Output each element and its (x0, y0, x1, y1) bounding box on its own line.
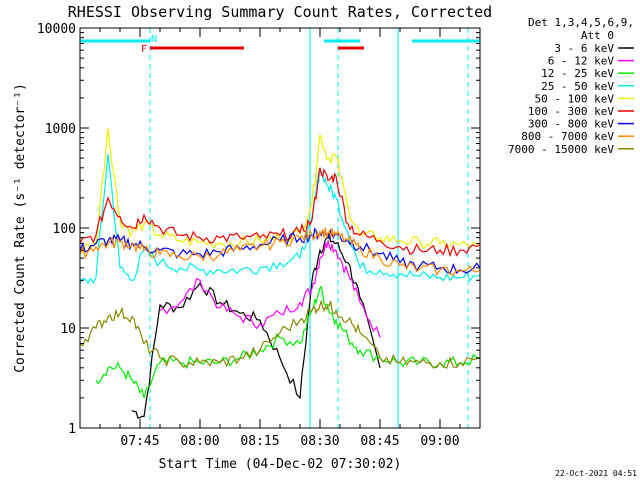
flag-N-label: N (151, 34, 157, 45)
y-tick-label: 100 (53, 222, 76, 237)
series-line-8 (79, 300, 481, 369)
y-axis-label: Corrected Count Rate (s⁻¹ detector⁻¹) (13, 83, 28, 373)
x-tick-label: 08:00 (180, 434, 219, 449)
y-tick-label: 10000 (37, 22, 76, 37)
x-tick-label: 07:45 (120, 434, 159, 449)
series-line-5 (79, 167, 481, 258)
series-line-2 (95, 285, 481, 399)
x-tick-label: 08:45 (360, 434, 399, 449)
legend-label: 100 - 300 keV (528, 105, 614, 118)
footer-date: 22-Oct-2021 04:51 (555, 469, 637, 478)
series-line-3 (79, 153, 481, 285)
chart-title: RHESSI Observing Summary Count Rates, Co… (68, 3, 492, 21)
x-axis-label: Start Time (04-Dec-02 07:30:02) (159, 457, 402, 472)
y-tick-label: 1 (68, 422, 76, 437)
y-tick-label: 10 (60, 322, 76, 337)
legend-header-line2: Att 0 (581, 29, 614, 42)
legend-label: 800 - 7000 keV (521, 130, 614, 143)
series-line-4 (79, 127, 481, 254)
vertical-markers (149, 28, 469, 428)
legend-header-line1: Det 1,3,4,5,6,9, (528, 16, 634, 29)
x-tick-label: 08:30 (300, 434, 339, 449)
legend-label: 3 - 6 keV (554, 42, 614, 55)
legend-label: 300 - 800 keV (528, 118, 614, 131)
plot-frame (79, 27, 481, 429)
series-line-6 (79, 227, 481, 275)
x-tick-label: 09:00 (420, 434, 459, 449)
legend-label: 50 - 100 keV (535, 92, 615, 105)
legend-label: 7000 - 15000 keV (508, 143, 614, 156)
y-axis-ticks: 1 10 100 1000 10000 (37, 22, 480, 437)
flag-bars: NF (80, 34, 480, 55)
series-line-1 (159, 240, 381, 338)
legend-label: 25 - 50 keV (541, 80, 614, 93)
y-tick-label: 1000 (45, 122, 76, 137)
flag-F-label: F (141, 44, 147, 55)
series-line-7 (79, 227, 481, 277)
x-axis-ticks: 07:45 08:00 08:15 08:30 08:45 09:00 (79, 28, 481, 449)
series-line-0 (131, 233, 381, 419)
x-tick-label: 08:15 (240, 434, 279, 449)
legend-label: 12 - 25 keV (541, 67, 614, 80)
legend-label: 6 - 12 keV (548, 55, 615, 68)
series-lines (79, 127, 481, 419)
